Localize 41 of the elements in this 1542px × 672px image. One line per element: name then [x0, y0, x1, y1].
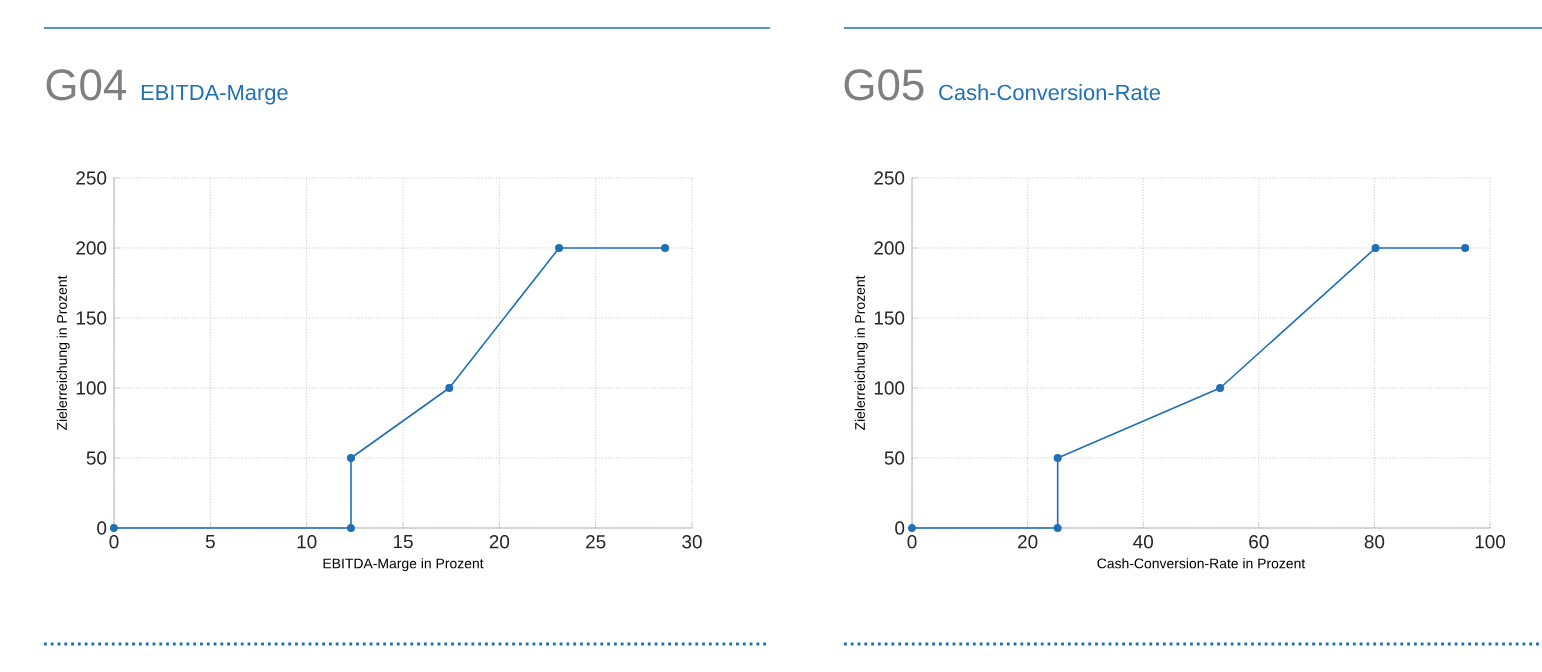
x-tick-label: 15 — [393, 535, 413, 549]
chart-subtitle: EBITDA-Marge — [141, 84, 288, 105]
y-tick-label: 0 — [97, 521, 107, 535]
point — [346, 524, 355, 532]
point — [1053, 454, 1062, 462]
x-tick-label: 80 — [1364, 535, 1385, 549]
y-tick-label: 200 — [874, 241, 905, 255]
x-tick-label: 60 — [1249, 535, 1269, 549]
point — [1216, 384, 1225, 392]
y-tick-label: 250 — [874, 171, 905, 185]
y-tick-label: 200 — [76, 241, 107, 255]
x-tick-label: 100 — [1475, 535, 1506, 549]
x-tick-label: 20 — [1018, 535, 1038, 549]
chart-subtitle: Cash-Conversion-Rate — [939, 84, 1160, 101]
x-tick-label: 10 — [297, 535, 317, 549]
point — [555, 244, 564, 252]
chart-title: G05 — [844, 69, 924, 101]
point — [1461, 244, 1470, 252]
x-tick-label: 25 — [586, 535, 606, 549]
y-tick-label: 150 — [76, 311, 107, 325]
y-tick-label: 100 — [76, 381, 107, 395]
x-tick-label: 0 — [907, 535, 917, 549]
point — [1371, 244, 1380, 252]
chart-title: G04 — [46, 69, 126, 101]
point — [346, 454, 355, 462]
y-tick-label: 50 — [86, 451, 107, 465]
x-tick-label: 0 — [109, 535, 119, 549]
x-tick-label: 30 — [682, 535, 702, 549]
point — [110, 524, 118, 532]
point — [661, 244, 670, 252]
x-tick-label: 40 — [1133, 535, 1153, 549]
point — [908, 524, 917, 532]
x-tick-label: 20 — [489, 535, 510, 549]
y-tick-label: 0 — [895, 521, 905, 535]
y-tick-label: 100 — [874, 381, 905, 395]
y-tick-label: 50 — [884, 451, 905, 465]
point — [445, 384, 454, 392]
point — [1053, 524, 1062, 532]
y-tick-label: 150 — [874, 311, 905, 325]
x-tick-label: 5 — [205, 535, 215, 549]
y-tick-label: 250 — [76, 171, 107, 185]
